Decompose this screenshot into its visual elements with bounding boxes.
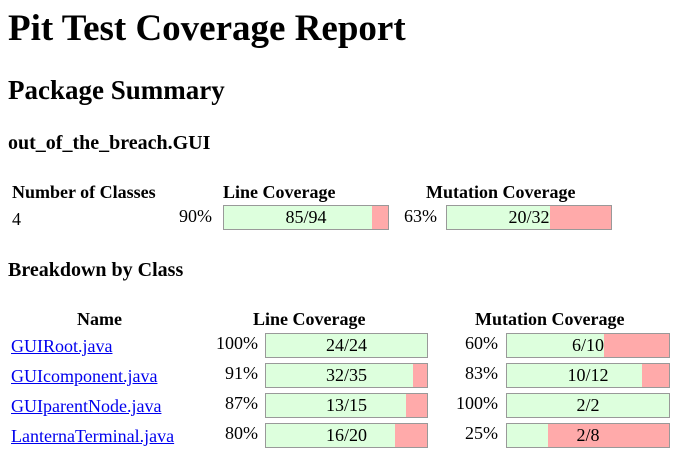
line-coverage-bar: 24/24 (265, 333, 428, 358)
line-coverage-bar: 16/20 (265, 423, 428, 448)
line-coverage-bar: 32/35 (265, 363, 428, 388)
coverage-fill (507, 364, 642, 387)
line-percent: 100% (216, 333, 258, 353)
coverage-fill (266, 424, 395, 447)
coverage-fill (266, 394, 406, 417)
coverage-fill (266, 364, 414, 387)
mutation-coverage-bar: 10/12 (506, 363, 670, 388)
summary-mutation-percent: 63% (404, 206, 437, 226)
mutation-coverage-bar: 2/8 (506, 423, 670, 448)
summary-header-mutation: Mutation Coverage (426, 182, 576, 202)
class-link[interactable]: GUIRoot.java (11, 336, 113, 356)
package-summary-heading: Package Summary (8, 75, 225, 105)
coverage-fill (224, 206, 373, 229)
mutation-coverage-bar: 2/2 (506, 393, 670, 418)
coverage-fill (507, 394, 669, 417)
mutation-percent: 100% (456, 393, 498, 413)
coverage-fill (266, 334, 427, 357)
mutation-percent: 83% (465, 363, 498, 383)
class-link[interactable]: GUIparentNode.java (11, 396, 162, 416)
breakdown-header-mutation: Mutation Coverage (475, 309, 625, 329)
coverage-label: 6/10 (571, 335, 604, 355)
coverage-fill (507, 334, 605, 357)
breakdown-header-name: Name (77, 309, 122, 329)
summary-header-line: Line Coverage (223, 182, 336, 202)
summary-line-percent: 90% (179, 206, 212, 226)
summary-class-count: 4 (12, 209, 21, 229)
mutation-coverage-bar: 6/10 (506, 333, 670, 358)
coverage-label: 32/35 (325, 365, 367, 385)
coverage-fill (447, 206, 550, 229)
coverage-fill (507, 424, 548, 447)
breakdown-heading: Breakdown by Class (8, 259, 184, 281)
summary-header-classes: Number of Classes (12, 182, 156, 202)
coverage-label: 85/94 (285, 207, 327, 227)
mutation-percent: 60% (465, 333, 498, 353)
coverage-label: 10/12 (567, 365, 609, 385)
class-link[interactable]: GUIcomponent.java (11, 366, 158, 386)
summary-mutation-coverage-bar: 20/32 (446, 205, 612, 230)
class-link[interactable]: LanternaTerminal.java (11, 426, 175, 446)
line-percent: 87% (225, 393, 258, 413)
line-percent: 80% (225, 423, 258, 443)
coverage-label: 2/2 (576, 395, 600, 415)
line-coverage-bar: 13/15 (265, 393, 428, 418)
coverage-label: 20/32 (508, 207, 550, 227)
coverage-label: 13/15 (325, 395, 367, 415)
coverage-label: 16/20 (325, 425, 367, 445)
page-title: Pit Test Coverage Report (8, 8, 406, 49)
package-name: out_of_the_breach.GUI (8, 132, 211, 154)
mutation-percent: 25% (465, 423, 498, 443)
coverage-label: 2/8 (576, 425, 600, 445)
coverage-label: 24/24 (325, 335, 367, 355)
breakdown-header-line: Line Coverage (253, 309, 366, 329)
summary-line-coverage-bar: 85/94 (223, 205, 389, 230)
line-percent: 91% (225, 363, 258, 383)
